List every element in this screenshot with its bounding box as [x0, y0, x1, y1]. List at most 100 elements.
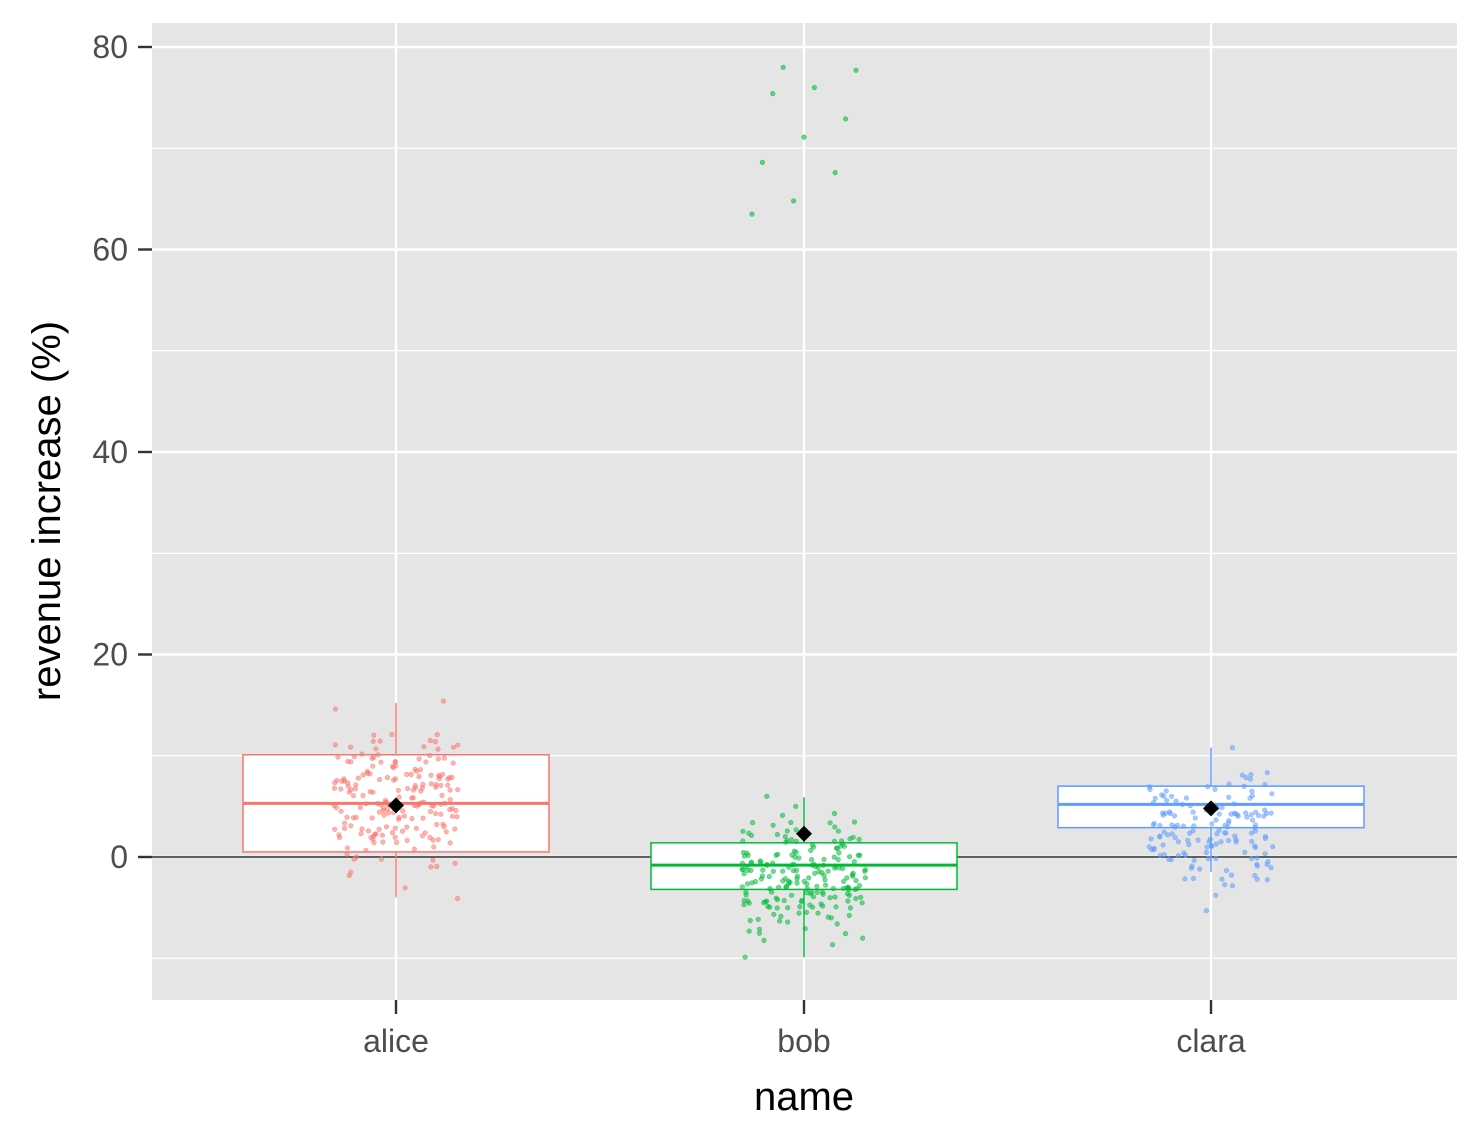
data-point-bob	[794, 876, 800, 882]
data-point-alice	[376, 826, 382, 832]
data-point-bob	[862, 875, 869, 881]
data-point-alice	[371, 732, 377, 738]
data-point-alice	[449, 806, 455, 812]
data-point-alice	[363, 801, 369, 807]
data-point-alice	[344, 845, 351, 851]
data-point-clara	[1171, 813, 1178, 819]
data-point-alice	[431, 844, 437, 850]
data-point-bob	[784, 828, 790, 834]
data-point-alice	[396, 794, 402, 800]
data-point-bob	[853, 877, 859, 884]
data-point-bob	[746, 928, 752, 934]
data-point-bob	[785, 905, 791, 911]
data-point-bob	[783, 883, 790, 890]
data-point-alice	[445, 782, 451, 788]
data-point-bob	[846, 854, 853, 860]
data-point-clara	[1161, 829, 1167, 835]
data-point-alice	[396, 816, 402, 822]
data-point-clara	[1248, 812, 1254, 818]
data-point-bob	[844, 875, 850, 881]
data-point-alice	[359, 826, 365, 832]
data-point-bob	[832, 894, 838, 900]
data-point-alice	[427, 808, 434, 815]
data-point-clara	[1151, 846, 1157, 853]
data-point-bob	[765, 903, 771, 910]
outlier-point-bob	[780, 64, 786, 70]
data-point-clara	[1182, 852, 1188, 858]
data-point-clara	[1239, 772, 1245, 778]
data-point-alice	[429, 802, 435, 809]
data-point-bob	[744, 850, 750, 856]
data-point-bob	[755, 916, 761, 922]
data-point-bob	[744, 864, 750, 870]
data-point-clara	[1253, 809, 1259, 815]
data-point-clara	[1148, 836, 1154, 842]
data-point-alice	[443, 829, 449, 835]
data-point-alice	[367, 771, 373, 777]
data-point-bob	[825, 914, 831, 920]
data-point-clara	[1242, 849, 1248, 855]
data-point-bob	[779, 812, 786, 818]
data-point-bob	[774, 831, 781, 838]
data-point-clara	[1231, 810, 1238, 816]
data-point-alice	[428, 864, 434, 870]
data-point-alice	[392, 834, 398, 840]
data-point-alice	[332, 742, 339, 748]
data-point-bob	[845, 898, 851, 904]
data-point-clara	[1162, 810, 1169, 817]
data-point-alice	[365, 828, 372, 834]
data-point-bob	[833, 904, 839, 910]
data-point-bob	[815, 864, 821, 871]
x-axis-title: name	[754, 1075, 854, 1119]
data-point-bob	[822, 877, 828, 883]
data-point-bob	[831, 854, 837, 860]
data-point-clara	[1247, 776, 1253, 782]
data-point-clara	[1192, 815, 1198, 821]
data-point-alice	[375, 752, 381, 758]
x-axis: alice bob clara	[363, 1000, 1246, 1059]
data-point-clara	[1172, 824, 1178, 830]
data-point-clara	[1269, 791, 1275, 797]
data-point-clara	[1163, 788, 1169, 794]
data-point-clara	[1248, 772, 1254, 778]
data-point-alice	[378, 856, 385, 862]
data-point-bob	[814, 883, 820, 890]
data-point-alice	[416, 773, 422, 780]
data-point-alice	[360, 772, 366, 778]
data-point-bob	[846, 886, 852, 893]
data-point-alice	[332, 780, 338, 786]
data-point-clara	[1243, 810, 1249, 816]
data-point-bob	[816, 869, 822, 875]
data-point-bob	[859, 935, 866, 941]
data-point-bob	[839, 865, 846, 872]
data-point-bob	[811, 861, 817, 867]
data-point-alice	[440, 698, 447, 704]
data-point-alice	[348, 759, 354, 765]
data-point-clara	[1172, 835, 1178, 841]
data-point-alice	[360, 792, 366, 799]
data-point-clara	[1150, 800, 1156, 806]
data-point-alice	[344, 851, 350, 858]
data-point-clara	[1268, 865, 1274, 871]
data-point-bob	[829, 942, 836, 948]
data-point-bob	[827, 820, 833, 826]
data-point-bob	[835, 828, 842, 834]
data-point-alice	[428, 781, 434, 787]
data-point-alice	[447, 840, 453, 846]
data-point-alice	[400, 808, 406, 814]
data-point-bob	[825, 868, 831, 874]
data-point-bob	[836, 850, 842, 856]
data-point-bob	[807, 902, 813, 908]
data-point-bob	[766, 873, 772, 880]
outlier-point-bob	[853, 67, 859, 73]
data-point-bob	[847, 905, 854, 911]
data-point-clara	[1187, 803, 1193, 809]
data-point-bob	[827, 895, 833, 901]
data-point-bob	[791, 861, 797, 868]
data-point-bob	[809, 842, 815, 848]
data-point-bob	[810, 894, 817, 900]
data-point-alice	[409, 815, 415, 822]
data-point-clara	[1228, 872, 1235, 878]
data-point-bob	[830, 885, 837, 892]
